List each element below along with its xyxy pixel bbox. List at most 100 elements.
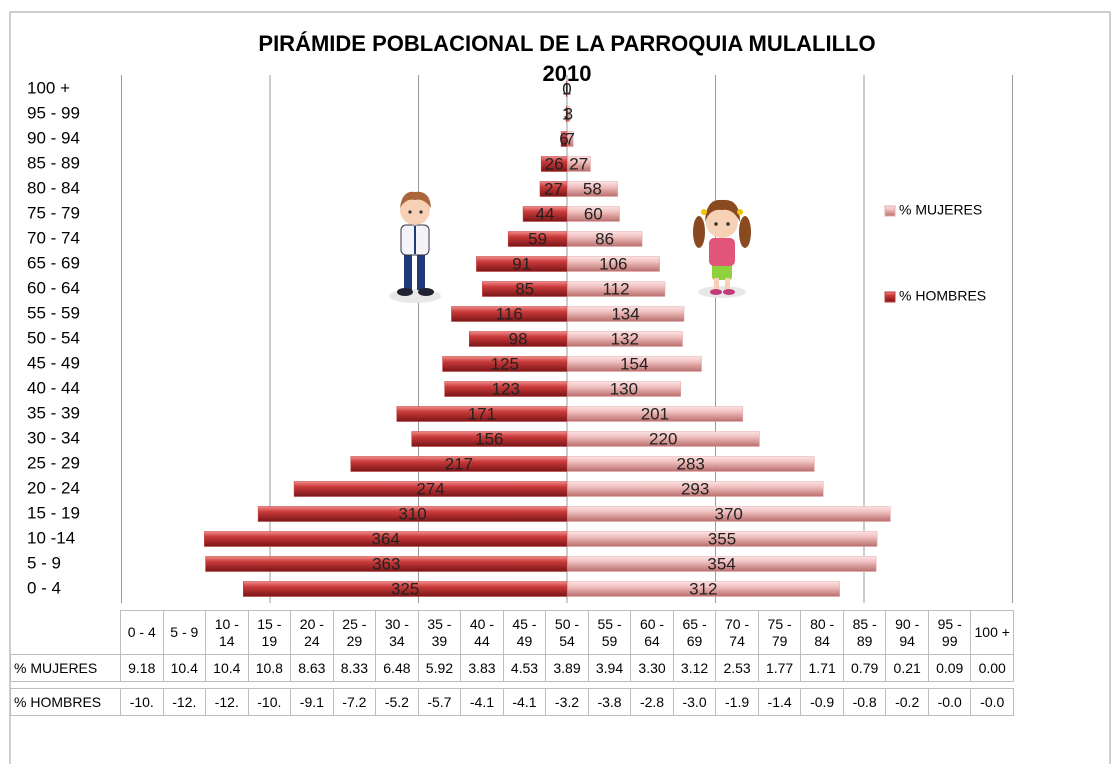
table-header: 95 - 99 [928,610,972,655]
count-label: 134 [611,304,639,323]
table-header: 90 - 94 [885,610,929,655]
count-label: 58 [583,179,602,198]
table-header: 60 - 64 [630,610,674,655]
count-label: 156 [475,429,503,448]
count-label: 86 [595,229,614,248]
table-cell: 8.63 [290,654,334,682]
table-cell: -9.1 [290,688,334,716]
table-header: 5 - 9 [163,610,207,655]
count-label: 220 [649,429,677,448]
table-header: 55 - 59 [588,610,632,655]
count-label: 98 [509,329,528,348]
table-header: 65 - 69 [673,610,717,655]
table-header: 45 - 49 [503,610,547,655]
count-label: 106 [599,254,627,273]
y-tick-label: 40 - 44 [27,378,80,397]
count-label: 85 [515,279,534,298]
y-tick-label: 10 -14 [27,528,75,547]
legend-swatch [885,206,895,216]
table-cell: -2.8 [630,688,674,716]
chart-subtitle: 2010 [543,61,592,86]
table-cell: -0.0 [970,688,1014,716]
table-header: 25 - 29 [333,610,377,655]
table-header: 30 - 34 [375,610,419,655]
count-label: 293 [681,479,709,498]
chart-title: PIRÁMIDE POBLACIONAL DE LA PARROQUIA MUL… [258,31,875,56]
table-header: 70 - 74 [715,610,759,655]
table-cell: -3.2 [545,688,589,716]
table-cell: -5.7 [418,688,462,716]
count-label: 274 [416,479,444,498]
y-tick-label: 30 - 34 [27,428,80,447]
y-tick-label: 100 + [27,78,70,97]
legend: % MUJERES% HOMBRES [885,202,986,304]
count-label: 6 [559,129,568,148]
table-cell: -7.2 [333,688,377,716]
table-cell: 8.33 [333,654,377,682]
count-label: 312 [689,579,717,598]
count-label: 283 [677,454,705,473]
table-header: 80 - 84 [800,610,844,655]
count-label: 1 [562,104,571,123]
table-header: 40 - 44 [460,610,504,655]
table-header: 0 - 4 [120,610,164,655]
count-label: 132 [611,329,639,348]
table-header: 50 - 54 [545,610,589,655]
table-cell: -1.4 [758,688,802,716]
table-cell: 10.8 [248,654,292,682]
table-cell: 0.21 [885,654,929,682]
table-header: 15 - 19 [248,610,292,655]
table-cell: 3.83 [460,654,504,682]
table-header: 10 - 14 [205,610,249,655]
y-tick-label: 50 - 54 [27,328,80,347]
table-cell: 0.09 [928,654,972,682]
table-cell: -12. [163,688,207,716]
table-header: 75 - 79 [758,610,802,655]
count-label: 26 [545,154,564,173]
table-header: 100 + [970,610,1014,655]
table-cell: 3.89 [545,654,589,682]
y-tick-label: 45 - 49 [27,353,80,372]
table-cell: 6.48 [375,654,419,682]
count-label: 60 [584,204,603,223]
table-cell: -0.9 [800,688,844,716]
count-label: 44 [536,204,555,223]
y-tick-label: 70 - 74 [27,228,80,247]
table-row-header: % HOMBRES [10,688,121,716]
table-header: 85 - 89 [843,610,887,655]
y-tick-label: 35 - 39 [27,403,80,422]
count-label: 217 [445,454,473,473]
table-cell: 0.00 [970,654,1014,682]
count-label: 355 [708,529,736,548]
count-label: 370 [715,504,743,523]
count-label: 364 [371,529,399,548]
y-tick-label: 75 - 79 [27,203,80,222]
count-label: 171 [468,404,496,423]
y-tick-label: 55 - 59 [27,303,80,322]
table-cell: -10. [248,688,292,716]
count-label: 201 [641,404,669,423]
y-tick-label: 60 - 64 [27,278,80,297]
count-label: 354 [707,554,735,573]
count-label: 112 [602,279,629,298]
table-header: 20 - 24 [290,610,334,655]
count-label: 130 [610,379,638,398]
table-cell: -1.9 [715,688,759,716]
count-label: 59 [528,229,547,248]
boy-illustration [389,192,441,303]
table-cell: -12. [205,688,249,716]
y-tick-label: 95 - 99 [27,103,80,122]
y-tick-label: 80 - 84 [27,178,80,197]
y-tick-label: 65 - 69 [27,253,80,272]
table-cell: 9.18 [120,654,164,682]
count-label: 123 [492,379,520,398]
count-label: 27 [544,179,563,198]
table-cell: 1.71 [800,654,844,682]
table-cell: -0.8 [843,688,887,716]
y-tick-label: 90 - 94 [27,128,80,147]
y-tick-label: 15 - 19 [27,503,80,522]
table-cell: 4.53 [503,654,547,682]
bars: 3123543553702932832202011301541321341121… [204,79,890,598]
table-cell: 5.92 [418,654,462,682]
count-label: 116 [496,304,523,323]
